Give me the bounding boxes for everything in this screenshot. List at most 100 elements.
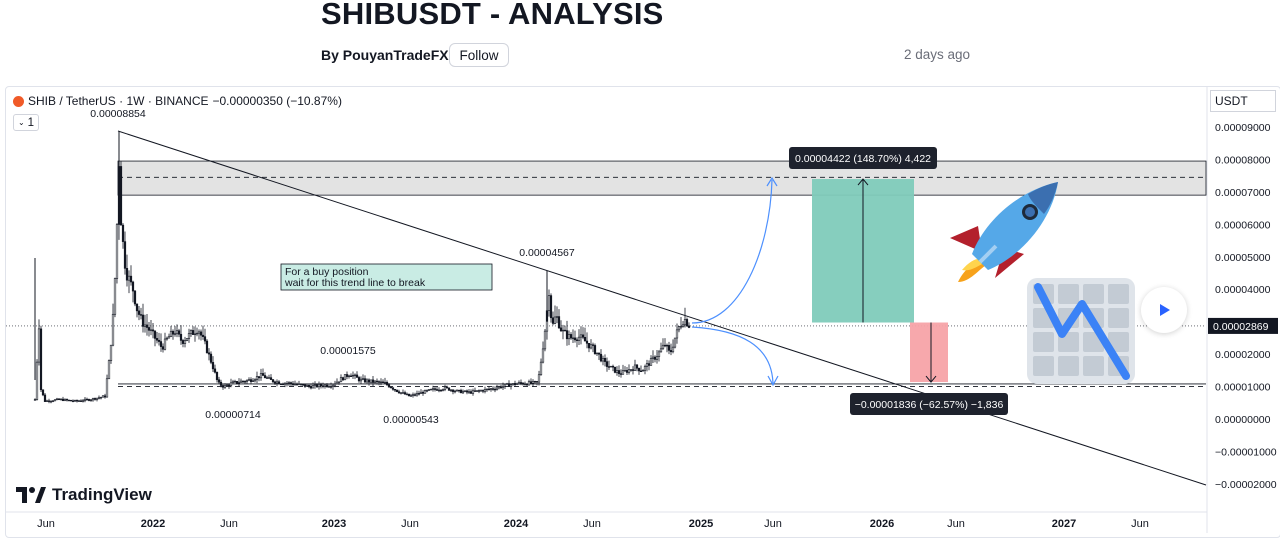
- follow-button[interactable]: Follow: [449, 43, 509, 67]
- candle-body: [375, 380, 379, 383]
- candle-body: [351, 374, 355, 377]
- candle-body: [395, 389, 399, 393]
- candle-body: [515, 383, 519, 386]
- tradingview-logo-text: TradingView: [52, 485, 152, 504]
- candle-body: [399, 392, 403, 394]
- candle-body: [261, 373, 265, 376]
- candle-body: [543, 330, 547, 350]
- candle-body: [529, 381, 533, 384]
- interval-selector[interactable]: ⌄ 1: [13, 114, 39, 131]
- candle-body: [39, 328, 43, 391]
- candle-body: [111, 313, 115, 346]
- candle-body: [633, 364, 637, 371]
- author-name[interactable]: By PouyanTradeFX: [321, 47, 449, 63]
- candle-body: [537, 374, 541, 383]
- candle-body: [599, 353, 603, 362]
- candle-body: [531, 381, 535, 384]
- candle-body: [43, 394, 47, 402]
- candle-body: [647, 363, 651, 366]
- candle-body: [215, 371, 219, 381]
- candle-body: [123, 241, 127, 269]
- candle-body: [491, 388, 495, 390]
- candle-body: [403, 392, 407, 395]
- candle-body: [409, 395, 413, 397]
- candle-body: [671, 346, 675, 353]
- candle-body: [79, 400, 83, 402]
- candle-body: [243, 381, 247, 383]
- price-annotation: 0.00001575: [320, 345, 376, 357]
- candle-body: [665, 344, 669, 347]
- candle-body: [641, 370, 645, 372]
- candle-body: [521, 382, 525, 385]
- candle-body: [341, 377, 345, 381]
- candle-body: [159, 341, 163, 347]
- candle-body: [107, 360, 111, 380]
- candle-body: [293, 383, 297, 386]
- candle-body: [217, 379, 221, 383]
- candle-body: [587, 342, 591, 349]
- candle-body: [601, 357, 605, 362]
- candle-body: [667, 345, 671, 351]
- symbol-title[interactable]: SHIB / TetherUS · 1W · BINANCE: [28, 94, 209, 108]
- candle-body: [49, 400, 53, 403]
- candle-body: [263, 375, 267, 379]
- shib-logo-icon: [13, 95, 24, 107]
- candle-body: [613, 366, 617, 373]
- candle-body: [425, 390, 429, 392]
- candle-body: [267, 377, 271, 379]
- candle-body: [183, 340, 187, 344]
- candle-body: [577, 336, 581, 341]
- bearish-projection-curve: [691, 326, 774, 385]
- candle-body: [505, 383, 509, 385]
- candle-body: [305, 385, 309, 387]
- candle-body: [661, 344, 665, 350]
- candle-body: [189, 330, 193, 334]
- short-position-label: −0.00001836 (−62.57%) −1,836: [855, 399, 1004, 411]
- candle-body: [69, 399, 73, 402]
- candle-body: [551, 317, 555, 324]
- candle-body: [379, 381, 383, 384]
- candle-body: [33, 399, 37, 401]
- candle-body: [115, 224, 119, 279]
- short-loss-zone: [910, 322, 948, 383]
- bullish-projection-arrowhead: [766, 176, 778, 187]
- candle-body: [291, 383, 295, 385]
- candle-body: [413, 394, 417, 396]
- candle-body: [179, 333, 183, 341]
- candle-body: [359, 378, 363, 382]
- tradingview-logo[interactable]: TradingView: [16, 485, 152, 505]
- candle-body: [229, 382, 233, 387]
- play-button[interactable]: [1141, 287, 1187, 333]
- candle-body: [91, 398, 95, 401]
- candle-body: [595, 352, 599, 355]
- candle-body: [269, 377, 273, 380]
- candle-body: [203, 336, 207, 342]
- candle-body: [361, 378, 365, 380]
- note-box: [280, 263, 493, 291]
- short-label-box: [850, 393, 1008, 415]
- candle-body: [257, 376, 261, 379]
- candle-body: [459, 389, 463, 394]
- candle-body: [319, 384, 323, 387]
- candle-body: [209, 353, 213, 363]
- bearish-projection-arrowhead: [767, 375, 779, 387]
- x-tick-label: 2025: [689, 518, 713, 530]
- candle-body: [67, 399, 71, 402]
- candle-body: [493, 388, 497, 391]
- candle-body: [327, 386, 331, 388]
- candle-body: [85, 398, 89, 401]
- candle-body: [185, 338, 189, 342]
- candle-body: [513, 383, 517, 386]
- candle-body: [207, 352, 211, 355]
- candle-body: [497, 386, 501, 389]
- currency-selector[interactable]: USDT: [1210, 90, 1276, 112]
- candle-body: [303, 384, 307, 387]
- candle-body: [135, 303, 139, 312]
- candle-body: [571, 337, 575, 339]
- candle-body: [241, 380, 245, 383]
- candle-body: [143, 324, 147, 327]
- candle-body: [619, 373, 623, 375]
- chart-down-icon: [1027, 278, 1135, 384]
- candle-body: [119, 166, 123, 226]
